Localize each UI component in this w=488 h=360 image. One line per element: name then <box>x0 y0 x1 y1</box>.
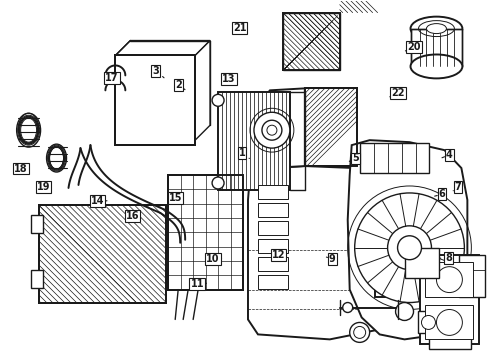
Bar <box>258 203 287 217</box>
Text: 7: 7 <box>452 182 461 192</box>
Text: 10: 10 <box>205 254 221 264</box>
Bar <box>39 205 166 302</box>
Bar <box>17 115 41 149</box>
Circle shape <box>212 177 224 189</box>
Circle shape <box>354 193 464 302</box>
Bar <box>168 175 243 289</box>
Bar <box>168 175 243 289</box>
Text: 12: 12 <box>271 250 285 260</box>
Text: 22: 22 <box>389 88 404 98</box>
Circle shape <box>342 302 352 312</box>
Text: 18: 18 <box>14 163 28 174</box>
Bar <box>31 215 42 233</box>
Bar <box>115 55 195 145</box>
Bar <box>304 88 356 166</box>
Text: 20: 20 <box>405 42 420 52</box>
Bar <box>39 205 166 302</box>
Text: 21: 21 <box>232 23 246 33</box>
Bar <box>283 13 339 71</box>
Text: 14: 14 <box>90 196 107 206</box>
Text: 2: 2 <box>175 80 184 90</box>
Bar <box>374 235 414 297</box>
Bar <box>425 305 472 339</box>
Polygon shape <box>251 88 304 168</box>
Circle shape <box>353 327 365 338</box>
Bar <box>258 185 287 199</box>
Circle shape <box>349 323 369 342</box>
Polygon shape <box>347 140 467 339</box>
Text: 5: 5 <box>348 153 358 163</box>
Text: 3: 3 <box>152 66 163 78</box>
Circle shape <box>421 315 435 329</box>
Circle shape <box>436 310 462 336</box>
Bar <box>410 28 462 67</box>
Polygon shape <box>115 41 210 55</box>
Bar <box>258 221 287 235</box>
Bar <box>417 311 439 333</box>
Bar <box>404 248 439 278</box>
Circle shape <box>262 120 281 140</box>
Bar <box>428 332 470 349</box>
Ellipse shape <box>410 54 462 78</box>
Bar <box>359 143 428 173</box>
Text: 19: 19 <box>37 182 50 192</box>
Text: 15: 15 <box>168 193 182 203</box>
Text: 9: 9 <box>326 254 335 264</box>
Circle shape <box>436 267 462 293</box>
Text: 4: 4 <box>441 150 452 160</box>
Text: 6: 6 <box>434 189 445 199</box>
Circle shape <box>395 302 413 320</box>
Text: 16: 16 <box>125 211 139 221</box>
Bar <box>46 144 66 172</box>
Polygon shape <box>195 41 210 140</box>
Circle shape <box>253 112 289 148</box>
Bar <box>458 255 484 297</box>
Circle shape <box>387 226 430 270</box>
Text: 8: 8 <box>439 253 451 263</box>
Circle shape <box>397 236 421 260</box>
Bar <box>258 275 287 289</box>
Bar <box>283 13 339 71</box>
Ellipse shape <box>426 24 446 33</box>
Bar <box>419 255 478 345</box>
Bar <box>258 257 287 271</box>
Text: 13: 13 <box>222 74 235 84</box>
Bar <box>304 88 356 166</box>
Circle shape <box>212 94 224 106</box>
Text: 11: 11 <box>190 279 206 289</box>
Bar <box>218 92 289 190</box>
Circle shape <box>266 125 276 135</box>
Bar <box>258 239 287 253</box>
Bar <box>115 55 195 145</box>
Polygon shape <box>247 150 387 339</box>
Ellipse shape <box>410 17 462 41</box>
Bar <box>425 262 472 297</box>
Text: 17: 17 <box>105 73 120 83</box>
Text: 1: 1 <box>238 148 249 158</box>
Bar <box>31 270 42 288</box>
